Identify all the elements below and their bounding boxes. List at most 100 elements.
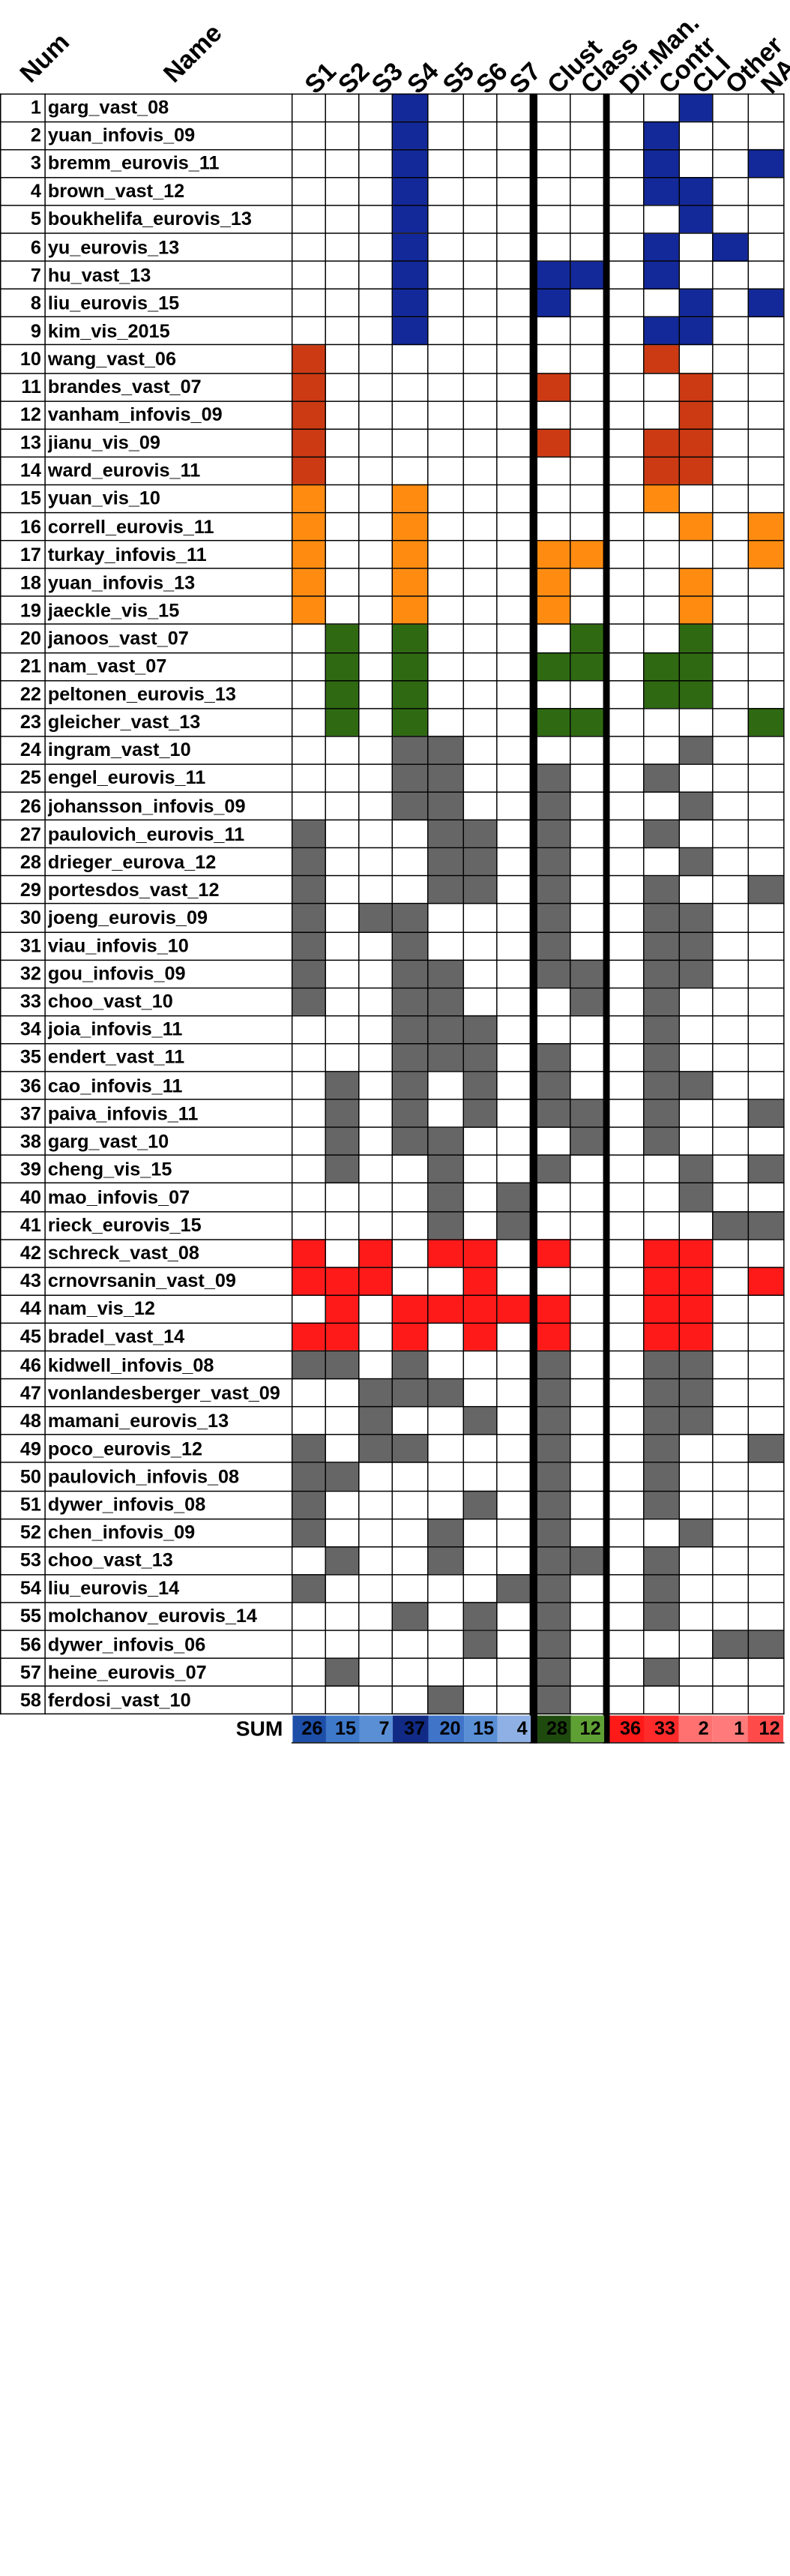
matrix-cell-filled [678, 289, 713, 317]
row-name: mamani_eurovis_13 [47, 1410, 229, 1432]
matrix-cell-filled [292, 1239, 326, 1267]
row-name: turkay_infovis_11 [47, 544, 207, 565]
matrix-cell-filled [393, 763, 429, 793]
matrix-cell-filled [464, 1099, 498, 1128]
matrix-cell-filled [644, 680, 679, 709]
row-name: garg_vast_10 [47, 1130, 169, 1153]
matrix-cell-filled [678, 904, 713, 932]
matrix-cell-filled [393, 680, 429, 709]
row-name: portesdos_vast_12 [47, 879, 220, 901]
grid-line [0, 148, 785, 150]
matrix-cell-filled [678, 457, 713, 485]
matrix-cell-filled [644, 316, 679, 346]
matrix-cell-filled [359, 1435, 394, 1463]
matrix-cell-filled [393, 1071, 429, 1100]
matrix-cell-filled [644, 1015, 679, 1044]
matrix-cell-filled [292, 988, 326, 1016]
matrix-cell-filled [678, 1267, 713, 1295]
row-number: 8 [30, 292, 41, 314]
matrix-cell-filled [292, 1574, 326, 1603]
row-name: endert_vast_11 [47, 1047, 185, 1069]
row-number: 3 [30, 152, 41, 174]
matrix-cell-filled [393, 1043, 429, 1072]
grid-line [0, 344, 785, 346]
matrix-cell-filled [678, 652, 713, 681]
matrix-cell-filled [393, 1294, 429, 1324]
matrix-cell-filled [464, 1294, 498, 1324]
matrix-cell-filled [537, 1323, 571, 1351]
grid-line [0, 1490, 785, 1492]
grid-line [0, 847, 785, 849]
matrix-cell-filled [678, 736, 713, 764]
matrix-cell-filled [428, 792, 465, 820]
grid-line [569, 93, 570, 1714]
row-number: 44 [19, 1298, 41, 1320]
row-number: 13 [19, 432, 41, 454]
row-number: 23 [19, 711, 41, 733]
matrix-cell-filled [428, 1294, 465, 1324]
matrix-cell-filled [570, 261, 605, 289]
row-name: correll_eurovis_11 [47, 516, 214, 538]
matrix-cell-filled [537, 1239, 571, 1267]
matrix-cell-filled [537, 1574, 571, 1603]
matrix-cell-filled [393, 568, 429, 597]
sum-cell: 33 [644, 1715, 679, 1742]
row-name: molchanov_eurovis_14 [47, 1606, 257, 1627]
matrix-cell-filled [359, 1378, 394, 1407]
row-number: 34 [19, 1018, 41, 1040]
matrix-cell-filled [359, 904, 394, 932]
row-number: 33 [19, 991, 41, 1012]
row-name: viau_infovis_10 [47, 934, 189, 957]
matrix-cell-filled [537, 1686, 571, 1714]
matrix-cell-filled [428, 959, 465, 988]
grid-line [0, 1406, 785, 1408]
matrix-cell-filled [393, 624, 429, 652]
grid-line [0, 1294, 785, 1296]
matrix-cell-filled [292, 484, 326, 513]
matrix-cell-filled [393, 512, 429, 541]
matrix-cell-filled [292, 959, 326, 988]
matrix-cell-filled [537, 540, 571, 569]
matrix-cell-filled [644, 457, 679, 485]
matrix-cell-filled [292, 1462, 326, 1491]
grid-line [0, 1602, 785, 1603]
sum-cell: 37 [393, 1715, 429, 1742]
matrix-cell-filled [644, 1043, 679, 1072]
row-number: 36 [19, 1075, 41, 1096]
sum-cell: 20 [428, 1715, 465, 1742]
matrix-cell-filled [747, 540, 784, 569]
matrix-cell-filled [428, 1043, 465, 1072]
matrix-cell-filled [747, 1211, 784, 1240]
row-name: jianu_vis_09 [47, 432, 160, 454]
row-number: 22 [19, 683, 41, 705]
matrix-cell-filled [325, 1546, 360, 1575]
matrix-cell-filled [464, 1602, 498, 1631]
matrix-cell-filled [537, 1546, 571, 1575]
matrix-cell-filled [325, 708, 360, 736]
matrix-cell-filled [537, 261, 571, 289]
matrix-cell-filled [644, 652, 679, 681]
grid-line [0, 679, 785, 681]
grid-line [0, 511, 785, 514]
matrix-cell-filled [644, 121, 679, 150]
row-number: 57 [19, 1661, 41, 1683]
grid-line [0, 763, 785, 765]
matrix-cell-filled [678, 400, 713, 429]
sum-cell: 26 [292, 1715, 326, 1742]
matrix-cell-filled [292, 428, 326, 457]
row-number: 17 [19, 544, 41, 565]
matrix-cell-filled [678, 959, 713, 988]
matrix-cell-filled [644, 959, 679, 988]
matrix-cell-filled [747, 1099, 784, 1128]
matrix-cell-filled [678, 847, 713, 876]
row-number: 9 [30, 320, 41, 342]
row-name: peltonen_eurovis_13 [47, 683, 236, 705]
matrix-cell-filled [570, 624, 605, 652]
row-number: 55 [19, 1606, 41, 1627]
grid-line [747, 93, 749, 1714]
matrix-cell-filled [393, 708, 429, 736]
matrix-cell-filled [747, 876, 784, 904]
row-name: brown_vast_12 [47, 180, 185, 202]
row-number: 50 [19, 1465, 41, 1488]
matrix-cell-filled [570, 652, 605, 681]
